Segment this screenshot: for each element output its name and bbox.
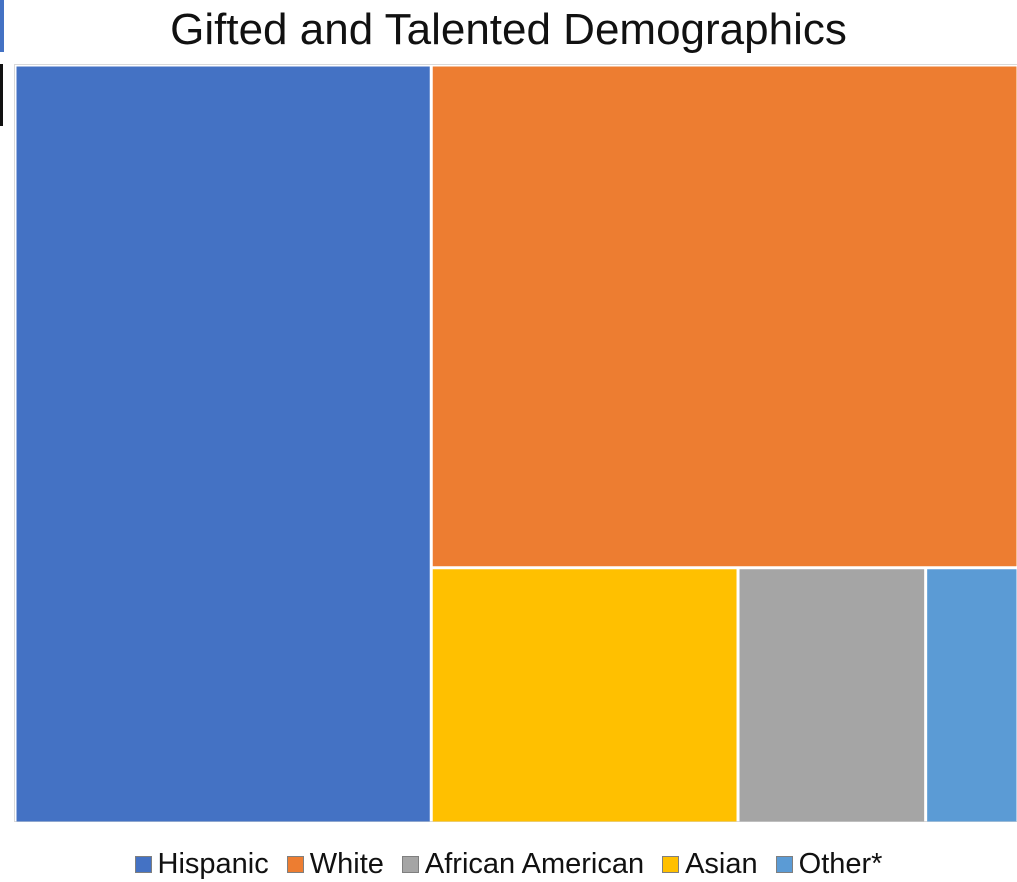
legend-item-african-american: African American: [401, 846, 645, 882]
treemap-tile-hispanic: [16, 66, 430, 822]
legend-label: Hispanic: [157, 848, 269, 880]
chart-legend: Hispanic White African American Asian Other*: [0, 846, 1017, 882]
legend-swatch: [775, 855, 793, 873]
edge-accent-mark: [0, 0, 4, 52]
legend-label: African American: [424, 848, 645, 880]
legend-label: Asian: [685, 848, 758, 880]
legend-item-white: White: [286, 846, 384, 882]
treemap-svg: [16, 66, 1017, 822]
treemap-tile-white: [432, 66, 1017, 567]
legend-label: Other*: [798, 848, 883, 880]
chart-title: Gifted and Talented Demographics: [170, 5, 847, 54]
legend-label: White: [309, 848, 384, 880]
treemap-tile-asian: [432, 569, 737, 822]
legend-swatch: [662, 855, 680, 873]
legend-swatch: [401, 855, 419, 873]
edge-divider-line: [0, 64, 3, 126]
legend-swatch: [286, 855, 304, 873]
treemap-plot-area: [14, 64, 1017, 822]
treemap-tile-other: [927, 569, 1017, 822]
treemap-tile-african-american: [739, 569, 925, 822]
legend-item-hispanic: Hispanic: [134, 846, 269, 882]
legend-swatch: [134, 855, 152, 873]
legend-item-asian: Asian: [662, 846, 758, 882]
legend-item-other: Other*: [775, 846, 883, 882]
